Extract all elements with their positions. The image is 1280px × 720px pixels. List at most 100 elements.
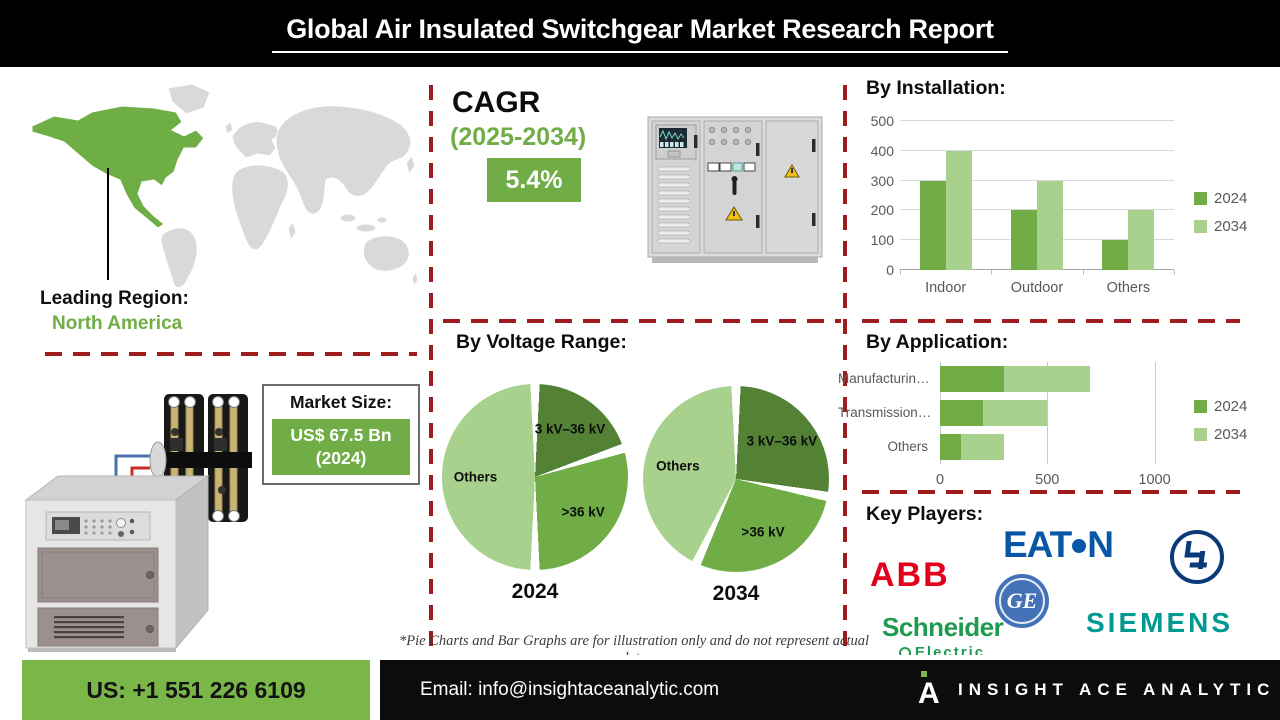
application-category-label: Transmission…: [838, 405, 932, 420]
divider-middle: [443, 319, 841, 323]
y-tick-label-200: 200: [870, 202, 894, 219]
installation-plot: 0 100 200 300 400 500: [871, 113, 1175, 278]
map-island: [376, 216, 388, 224]
bar-2034-others: [1128, 210, 1155, 270]
y-tick-label-0: 0: [886, 262, 894, 278]
y-tick-label-100: 100: [870, 232, 894, 249]
installation-xlabels: Indoor Outdoor Others: [900, 280, 1174, 296]
world-map: [31, 83, 419, 289]
voltage-range-title: By Voltage Range:: [456, 331, 627, 353]
cagr-label: CAGR: [452, 86, 541, 119]
gridline-y-400: [900, 149, 1174, 151]
bar-groups: [900, 121, 1174, 270]
map-island: [355, 223, 377, 233]
voltage-pie-2024: 3 kV–36 kV >36 kV Others 2024: [440, 384, 630, 604]
divider-vertical-2: [843, 85, 847, 653]
cabinet-left-panel: [651, 120, 701, 254]
pie-slice-label-2034: 3 kV–36 kV: [746, 433, 818, 449]
application-labels: Manufacturin… Transmission… Others: [838, 366, 936, 460]
bar-2024-indoor: [919, 180, 946, 270]
category-boundary-tick: [1082, 270, 1084, 275]
map-europe: [231, 121, 281, 159]
legend-swatch-2024: [1194, 192, 1207, 205]
pie-2034: 3 kV–36 kV >36 kV Others: [643, 386, 829, 572]
legend-label-2034: 2034: [1214, 218, 1248, 235]
legend-swatch-2034: [1194, 220, 1207, 233]
bar-2024-others: [1102, 240, 1129, 270]
lt-logo: [1170, 530, 1224, 584]
x-category-label-outdoor: Outdoor: [1010, 280, 1064, 296]
map-madagascar: [287, 220, 297, 242]
map-north-america-highlight: [31, 105, 205, 229]
legend-label-2034: 2034: [1214, 426, 1248, 443]
map-australia: [362, 235, 410, 272]
pie-slice-label-2034: Others: [656, 458, 700, 474]
map-uk: [224, 121, 234, 135]
map-africa: [231, 164, 289, 251]
y-tick-label-300: 300: [870, 172, 894, 189]
market-size-amount: US$ 67.5 Bn: [290, 425, 392, 445]
segment-2034: [961, 434, 1005, 460]
brand-lockup: A INSIGHT ACE ANALYTIC: [918, 671, 1276, 710]
map-asia: [275, 105, 412, 215]
switchgear-cabinet-illustration: [647, 116, 823, 263]
key-players-title: Key Players:: [866, 503, 984, 525]
pie-2024: 3 kV–36 kV >36 kV Others: [442, 384, 628, 570]
gridline-y-500: [900, 120, 1174, 121]
legend-swatch-2034: [1194, 428, 1207, 441]
cagr-value-badge: 5.4%: [487, 158, 581, 202]
legend-item-2034: 2034: [1194, 426, 1247, 443]
divider-vertical-1: [429, 85, 433, 653]
bar-2034-outdoor: [1036, 180, 1063, 270]
legend-item-2034: 2034: [1194, 218, 1247, 235]
application-xaxis: 0 500 1000: [936, 472, 1176, 490]
schneider-name: Schneider: [882, 612, 1004, 642]
market-size-label: Market Size:: [289, 392, 393, 412]
legend-label-2024: 2024: [1214, 190, 1248, 207]
footer-email: Email: info@insightaceanalytic.com: [420, 679, 720, 700]
x-category-label-indoor: Indoor: [925, 280, 967, 296]
voltage-pie-2034: 3 kV–36 kV >36 kV Others 2034: [641, 386, 831, 606]
application-rows: [940, 366, 1176, 460]
bar-group-others: [1083, 121, 1174, 270]
application-legend: 2024 2034: [1194, 398, 1247, 443]
application-title: By Application:: [866, 331, 1009, 353]
eaton-text-left: EAT: [1003, 524, 1072, 565]
divider-right-2: [862, 490, 1240, 494]
eaton-logo: EAT N: [1003, 524, 1114, 566]
map-greenland: [167, 83, 211, 115]
ge-logo: GE: [995, 574, 1049, 628]
bar-2024-outdoor: [1010, 210, 1037, 270]
hbar-row-2: [940, 434, 1176, 460]
pie-slice-label-2024: 3 kV–36 kV: [534, 421, 606, 437]
segment-2034: [982, 400, 1048, 426]
brand-name: INSIGHT ACE ANALYTIC: [958, 680, 1276, 699]
application-category-label: Others: [887, 439, 928, 454]
market-size-value: US$ 67.5 Bn (2024): [272, 419, 410, 475]
bar-group-outdoor: [991, 121, 1082, 270]
bar-group-indoor: [900, 121, 991, 270]
x-category-label-others: Others: [1106, 280, 1151, 296]
category-boundary-tick: [1174, 270, 1175, 275]
footer-contact-block: Email: info@insightaceanalytic.com A INS…: [380, 660, 1280, 720]
map-south-america: [160, 227, 198, 289]
legend-swatch-2024: [1194, 400, 1207, 413]
hbar-row-1: [940, 400, 1176, 426]
x-tick-label-1000: 1000: [1138, 472, 1171, 488]
cabinet-middle-panel: [703, 120, 763, 254]
hbar-row-0: [940, 366, 1176, 392]
brand-a-glyph: A: [918, 677, 940, 710]
legend-item-2024: 2024: [1194, 398, 1247, 415]
eaton-dot-icon: [1072, 539, 1087, 553]
application-category-label: Manufacturin…: [838, 371, 930, 386]
brand-green-square-icon: [921, 671, 927, 677]
category-boundary-tick: [991, 270, 993, 275]
gridline-y-300: [900, 179, 1174, 181]
region-pointer-line: [107, 168, 109, 280]
installation-legend: 2024 2034: [1194, 190, 1247, 235]
segment-2024: [940, 366, 1005, 392]
leading-region-label: Leading Region:: [40, 288, 189, 309]
market-size-card: Market Size: US$ 67.5 Bn (2024): [262, 384, 420, 485]
pie-caption-2024: 2024: [511, 580, 559, 603]
pie-slice-label-2034: >36 kV: [741, 524, 785, 540]
